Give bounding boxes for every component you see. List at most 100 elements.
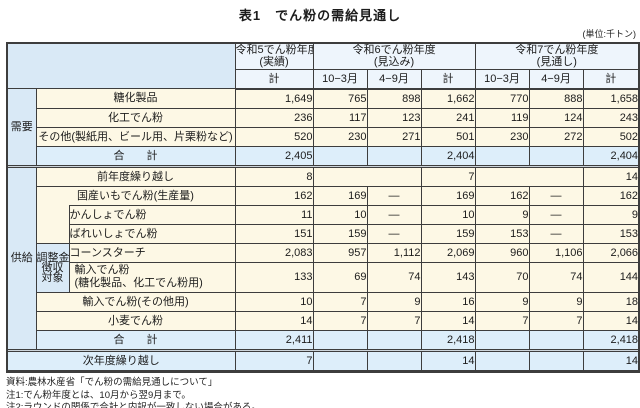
- note-1: 注1:でん粉年度とは、10月から翌9月まで。: [6, 389, 191, 401]
- value-cell: —: [366, 204, 422, 225]
- value-cell: 7: [312, 291, 368, 312]
- table-row-supply-total: 合 計 2,411 2,418 2,418: [7, 329, 640, 350]
- value-cell: 123: [366, 107, 422, 128]
- header-year-r6: 令和6でん粉年度 (見込み): [312, 42, 476, 70]
- value-cell: 151: [234, 223, 314, 244]
- value-cell: 2,404: [420, 145, 476, 166]
- value-cell: 888: [528, 88, 584, 109]
- value-cell: 2,069: [420, 242, 476, 263]
- blank-cell: [528, 329, 584, 350]
- value-cell: 9: [474, 291, 530, 312]
- blank-cell: [312, 350, 368, 371]
- note-2: 注2:ラウンドの関係で合計と内訳が一致しない場合がある。: [6, 402, 261, 408]
- value-cell: 9: [366, 291, 422, 312]
- value-cell: 14: [420, 350, 476, 371]
- row-label-cell: 輸入でん粉(その他用): [35, 291, 236, 312]
- value-cell: —: [366, 185, 422, 206]
- blank-cell: [366, 329, 422, 350]
- table-row-imported-starch-other: 輸入でん粉(その他用) 10 7 9 16 9 9 18: [7, 291, 640, 312]
- value-cell: 230: [474, 126, 530, 147]
- row-label-cell: 前年度繰り越し: [35, 166, 236, 187]
- value-cell: 18: [582, 291, 640, 312]
- value-cell: 2,418: [420, 329, 476, 350]
- value-cell: 1,112: [366, 242, 422, 263]
- value-cell: 501: [420, 126, 476, 147]
- blank-cell: [366, 145, 422, 166]
- unit-label: (単位:千トン): [582, 29, 637, 39]
- table-row-imported-starch-levy: 輸入でん粉 (糖化製品、化工でん粉用) 133 69 74 143 70 74 …: [7, 261, 640, 293]
- value-cell: 11: [234, 204, 314, 225]
- row-label-cell: 国産いもでん粉(生産量): [35, 185, 236, 205]
- header-year-r5-sub: (実績): [259, 56, 289, 69]
- value-cell: 241: [420, 107, 476, 128]
- header-col-apr-sep-r7: 4−9月: [528, 68, 584, 90]
- value-cell: 7: [366, 310, 422, 331]
- table-row-other-demand: その他(製紙用、ビール用、片栗粉など) 520 230 271 501 230 …: [7, 126, 640, 147]
- table-row-processed-starch: 化工でん粉 236 117 123 241 119 124 243: [7, 107, 640, 128]
- header-year-r6-title: 令和6でん粉年度: [352, 44, 436, 57]
- row-label-line2: (糖化製品、化工でん粉用): [74, 277, 203, 289]
- header-year-r5-title: 令和5でん粉年度: [235, 44, 313, 57]
- levy-line: 調整金: [36, 251, 69, 264]
- value-cell: 1,106: [528, 242, 584, 263]
- row-label-cell: 合 計: [35, 145, 236, 166]
- value-cell: 2,404: [582, 145, 640, 166]
- blank-cell-merged: [312, 166, 422, 187]
- value-cell: —: [528, 223, 584, 244]
- table-row-corn-starch: 調整金 徴収 対象 コーンスターチ 2,083 957 1,112 2,069 …: [7, 242, 640, 293]
- value-cell: 9: [474, 204, 530, 225]
- value-cell: 169: [420, 185, 476, 206]
- header-row-years: 令和5でん粉年度 (実績) 令和6でん粉年度 (見込み) 令和7でん粉年度 (見…: [6, 42, 640, 89]
- blank-cell: [528, 350, 584, 371]
- blank-cell: [312, 145, 368, 166]
- table-row-next-carryover: 次年度繰り越し 7 14 14: [6, 350, 640, 371]
- table-row-demand-total: 合 計 2,405 2,404 2,404: [7, 145, 640, 166]
- row-label-cell: コーンスターチ: [68, 242, 236, 263]
- header-year-r5: 令和5でん粉年度 (実績): [234, 42, 314, 70]
- source-note: 資料:農林水産省「でん粉の需給見通しについて」: [6, 377, 218, 388]
- value-cell: —: [528, 204, 584, 225]
- value-cell: 9: [582, 204, 640, 225]
- table-row-sweet-potato-starch: かんしょでん粉 11 10 — 10 9 — 9: [7, 204, 640, 244]
- value-cell: 14: [582, 166, 640, 187]
- levy-group-label: 調整金 徴収 対象: [35, 242, 70, 293]
- value-cell: 117: [312, 107, 368, 128]
- blank-cell: [366, 350, 422, 371]
- value-cell: 153: [582, 223, 640, 244]
- row-label-cell: かんしょでん粉: [68, 204, 236, 225]
- value-cell: 9: [528, 291, 584, 312]
- value-cell: 133: [234, 261, 314, 293]
- value-cell: 2,411: [234, 329, 314, 350]
- value-cell: 159: [420, 223, 476, 244]
- value-cell: 144: [582, 261, 640, 293]
- levy-line: 対象: [41, 271, 64, 284]
- value-cell: 1,649: [234, 88, 314, 109]
- row-label-cell: ばれいしょでん粉: [68, 223, 236, 244]
- table-row-prev-carryover: 供給 前年度繰り越し 8 7 14: [6, 166, 640, 350]
- row-label-line1: 輸入でん粉: [74, 264, 130, 276]
- value-cell: 10: [420, 204, 476, 225]
- value-cell: 14: [234, 310, 314, 331]
- header-corner-cell: [6, 42, 236, 89]
- header-col-oct-mar-r7: 10−3月: [474, 68, 530, 90]
- header-year-r7-sub: (見通し): [536, 56, 577, 69]
- value-cell: 169: [312, 185, 368, 206]
- value-cell: 7: [420, 166, 476, 187]
- value-cell: 14: [582, 350, 640, 371]
- value-cell: 770: [474, 88, 530, 109]
- footnotes: 資料:農林水産省「でん粉の需給見通しについて」 注1:でん粉年度とは、10月から…: [6, 377, 640, 408]
- value-cell: 14: [582, 310, 640, 331]
- table-title: 表1 でん粉の需給見通し: [238, 8, 402, 23]
- value-cell: 69: [312, 261, 368, 293]
- value-cell: 2,418: [582, 329, 640, 350]
- blank-cell: [474, 145, 530, 166]
- value-cell: 271: [366, 126, 422, 147]
- value-cell: 143: [420, 261, 476, 293]
- value-cell: 74: [366, 261, 422, 293]
- value-cell: 898: [366, 88, 422, 109]
- value-cell: 162: [234, 185, 314, 206]
- value-cell: 14: [420, 310, 476, 331]
- value-cell: 272: [528, 126, 584, 147]
- value-cell: 1,658: [582, 88, 640, 109]
- header-col-oct-mar-r6: 10−3月: [312, 68, 368, 90]
